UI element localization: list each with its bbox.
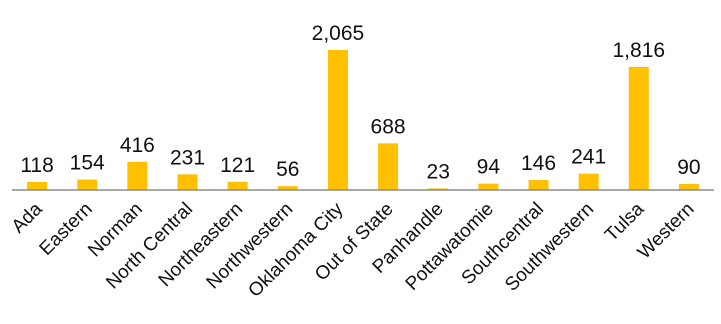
bar-southcentral (528, 180, 549, 190)
bar-oklahoma-city (327, 50, 348, 190)
category-label: Pottawatomie (402, 199, 498, 295)
data-label: 90 (677, 156, 700, 179)
bar-western (678, 183, 699, 190)
bar-north-central (177, 174, 198, 190)
bar-ada (27, 182, 48, 190)
category-label: Southwestern (501, 199, 598, 296)
data-label: 23 (427, 160, 450, 183)
category-label: Tulsa (601, 198, 649, 246)
data-label: 416 (120, 134, 155, 157)
data-label: 94 (477, 156, 501, 179)
bar-northwestern (277, 186, 298, 190)
bars-layer (27, 50, 699, 190)
data-label: 56 (276, 158, 299, 181)
data-label: 1,816 (613, 39, 666, 62)
bar-southwestern (578, 173, 599, 190)
data-label: 146 (521, 152, 556, 175)
data-label: 241 (571, 146, 606, 169)
bar-panhandle (428, 188, 449, 190)
bar-norman (127, 161, 148, 190)
data-label: 688 (371, 115, 406, 138)
data-label: 118 (20, 154, 53, 177)
category-label: Ada (8, 198, 47, 237)
bar-out-of-state (378, 143, 399, 190)
bar-northeastern (227, 181, 248, 190)
data-label: 121 (220, 154, 255, 177)
data-label: 2,065 (312, 22, 365, 45)
data-labels-layer: 118 154 416 231 121 56 2,065 688 23 94 146 241 1,816… (20, 22, 700, 183)
data-label: 154 (70, 152, 105, 175)
bar-eastern (77, 179, 98, 190)
category-label: Western (634, 199, 699, 264)
bar-tulsa (628, 66, 649, 190)
bar-pottawatomie (478, 183, 499, 190)
data-label: 231 (170, 146, 205, 169)
